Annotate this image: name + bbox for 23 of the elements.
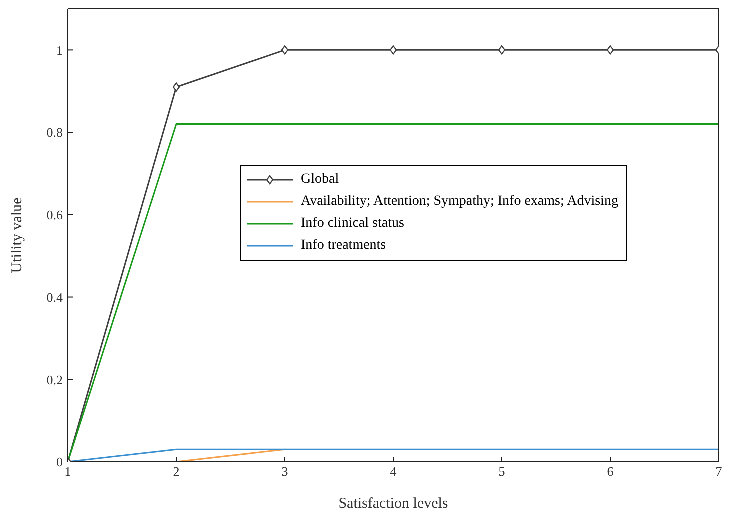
x-tick-label: 2 xyxy=(173,464,180,480)
legend-label: Info clinical status xyxy=(301,216,404,232)
x-tick-label: 5 xyxy=(498,464,506,480)
point xyxy=(390,46,398,55)
point xyxy=(172,82,180,92)
x-tick-label: 7 xyxy=(716,464,723,480)
x-tick-label: 4 xyxy=(390,464,398,480)
y-tick-label: 0 xyxy=(56,454,63,470)
y-tick-label: 0.2 xyxy=(46,372,63,388)
point xyxy=(498,46,506,55)
y-tick-label: 1 xyxy=(56,42,63,58)
legend-label: Info treatments xyxy=(301,238,386,254)
x-tick-label: 3 xyxy=(282,464,288,480)
point xyxy=(281,46,289,55)
legend-label: Availability; Attention; Sympathy; Info exams; Advising xyxy=(301,194,618,210)
x-tick-label: 6 xyxy=(607,464,614,480)
point xyxy=(606,46,614,55)
legend-label: Global xyxy=(301,172,340,188)
x-axis-title: Satisfaction levels xyxy=(338,496,448,512)
y-tick-label: 0.6 xyxy=(46,208,64,223)
y-tick-label: 0.4 xyxy=(46,290,64,305)
y-axis-title: Utility value xyxy=(9,197,26,274)
y-tick-label: 0.8 xyxy=(46,125,63,140)
